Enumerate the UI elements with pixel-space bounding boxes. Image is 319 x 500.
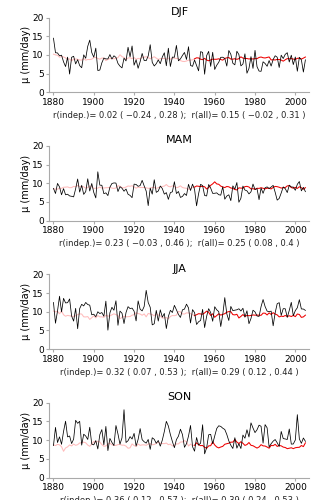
Y-axis label: μ (mm/day): μ (mm/day) [21, 283, 31, 341]
Title: DJF: DJF [170, 6, 189, 16]
X-axis label: r(indep.)= 0.32 ( 0.07 , 0.53 );  r(all)= 0.29 ( 0.12 , 0.44 ): r(indep.)= 0.32 ( 0.07 , 0.53 ); r(all)=… [60, 368, 299, 377]
Title: SON: SON [167, 392, 192, 402]
Y-axis label: μ (mm/day): μ (mm/day) [21, 26, 31, 84]
X-axis label: r(indep.)= 0.23 ( −0.03 , 0.46 );  r(all)= 0.25 ( 0.08 , 0.4 ): r(indep.)= 0.23 ( −0.03 , 0.46 ); r(all)… [59, 240, 300, 248]
Title: JJA: JJA [173, 264, 186, 274]
X-axis label: r(indep.)= 0.02 ( −0.24 , 0.28 );  r(all)= 0.15 ( −0.02 , 0.31 ): r(indep.)= 0.02 ( −0.24 , 0.28 ); r(all)… [53, 111, 306, 120]
Y-axis label: μ (mm/day): μ (mm/day) [21, 412, 31, 469]
Title: MAM: MAM [166, 135, 193, 145]
Y-axis label: μ (mm/day): μ (mm/day) [21, 154, 31, 212]
X-axis label: r(indep.)= 0.36 ( 0.12 , 0.57 );  r(all)= 0.39 ( 0.24 , 0.53 ): r(indep.)= 0.36 ( 0.12 , 0.57 ); r(all)=… [60, 496, 299, 500]
